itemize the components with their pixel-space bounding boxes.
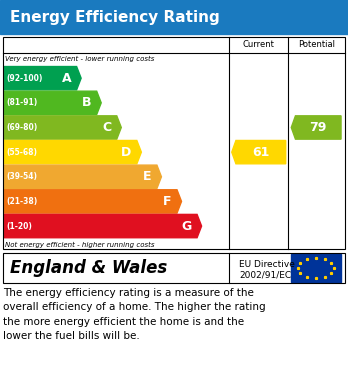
Polygon shape [4,165,161,188]
Text: (69-80): (69-80) [6,123,37,132]
Text: B: B [82,96,91,109]
Text: (92-100): (92-100) [6,74,42,83]
Text: EU Directive: EU Directive [239,260,295,269]
Bar [291,254,341,282]
Text: (1-20): (1-20) [6,222,32,231]
Text: 61: 61 [252,145,269,159]
Text: England & Wales: England & Wales [10,259,168,277]
Polygon shape [291,116,341,139]
Text: E: E [143,170,151,183]
Polygon shape [4,214,201,238]
Polygon shape [4,66,81,90]
Text: F: F [163,195,172,208]
Text: G: G [181,220,192,233]
Text: (21-38): (21-38) [6,197,37,206]
Text: The energy efficiency rating is a measure of the
overall efficiency of a home. T: The energy efficiency rating is a measur… [3,288,266,341]
Polygon shape [4,116,121,139]
Text: C: C [102,121,111,134]
Text: 79: 79 [310,121,327,134]
Text: Not energy efficient - higher running costs: Not energy efficient - higher running co… [5,242,155,248]
Text: Current: Current [243,40,275,49]
Polygon shape [4,91,101,115]
Text: 2002/91/EC: 2002/91/EC [239,270,292,279]
Text: Energy Efficiency Rating: Energy Efficiency Rating [10,10,220,25]
Polygon shape [4,190,182,213]
Polygon shape [4,140,141,164]
Text: A: A [62,72,71,85]
Text: (55-68): (55-68) [6,148,37,157]
FancyBboxPatch shape [0,0,348,34]
Text: D: D [121,145,132,159]
Polygon shape [232,140,286,164]
Text: (81-91): (81-91) [6,99,37,108]
Text: Potential: Potential [298,40,335,49]
Text: (39-54): (39-54) [6,172,37,181]
Text: Very energy efficient - lower running costs: Very energy efficient - lower running co… [5,56,155,63]
